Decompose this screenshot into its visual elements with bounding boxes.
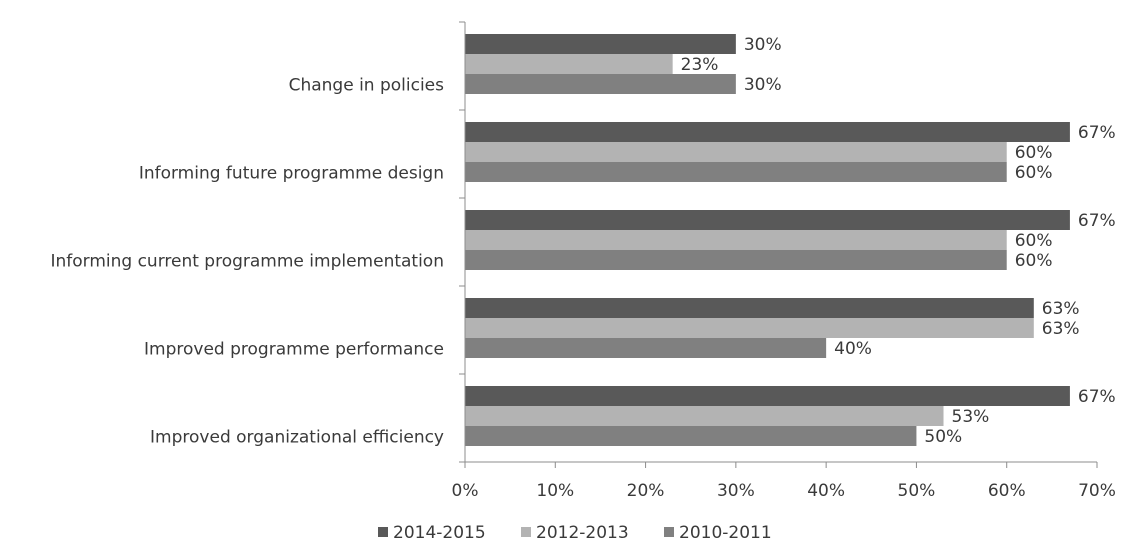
legend-swatch [664, 527, 674, 537]
category-label: Improved organizational efficiency [150, 428, 444, 448]
bar-2012-2013-3 [465, 318, 1034, 338]
bar-2014-2015-0 [465, 34, 736, 54]
data-label: 53% [952, 407, 990, 427]
x-tick-label: 70% [1078, 481, 1116, 501]
bar-2010-2011-4 [465, 426, 917, 446]
data-label: 30% [744, 75, 782, 95]
data-label: 67% [1078, 211, 1116, 231]
data-label: 60% [1015, 251, 1053, 271]
bar-2010-2011-1 [465, 162, 1007, 182]
category-label: Improved programme performance [144, 340, 444, 360]
legend-label: 2010-2011 [679, 523, 772, 543]
data-label: 63% [1042, 299, 1080, 319]
category-label: Informing future programme design [139, 164, 444, 184]
data-label: 50% [924, 427, 962, 447]
x-tick-label: 30% [717, 481, 755, 501]
data-label: 60% [1015, 163, 1053, 183]
legend-label: 2012-2013 [536, 523, 629, 543]
bar-2010-2011-2 [465, 250, 1007, 270]
bar-2012-2013-4 [465, 406, 944, 426]
bar-2012-2013-2 [465, 230, 1007, 250]
bar-2014-2015-3 [465, 298, 1034, 318]
x-tick-label: 20% [627, 481, 665, 501]
legend-swatch [521, 527, 531, 537]
data-label: 67% [1078, 123, 1116, 143]
x-tick-label: 40% [807, 481, 845, 501]
legend-swatch [378, 527, 388, 537]
data-label: 60% [1015, 231, 1053, 251]
data-label: 63% [1042, 319, 1080, 339]
data-label: 60% [1015, 143, 1053, 163]
legend-label: 2014-2015 [393, 523, 486, 543]
x-tick-label: 50% [898, 481, 936, 501]
bar-2014-2015-4 [465, 386, 1070, 406]
bar-2012-2013-0 [465, 54, 673, 74]
data-label: 40% [834, 339, 872, 359]
bar-2012-2013-1 [465, 142, 1007, 162]
category-label: Change in policies [289, 76, 445, 96]
bar-2014-2015-2 [465, 210, 1070, 230]
bar-2010-2011-0 [465, 74, 736, 94]
bar-2014-2015-1 [465, 122, 1070, 142]
data-label: 30% [744, 35, 782, 55]
x-tick-label: 60% [988, 481, 1026, 501]
x-tick-label: 0% [452, 481, 479, 501]
bar-2010-2011-3 [465, 338, 827, 358]
category-label: Informing current programme implementati… [50, 252, 444, 272]
x-tick-label: 10% [536, 481, 574, 501]
data-label: 67% [1078, 387, 1116, 407]
data-label: 23% [681, 55, 719, 75]
